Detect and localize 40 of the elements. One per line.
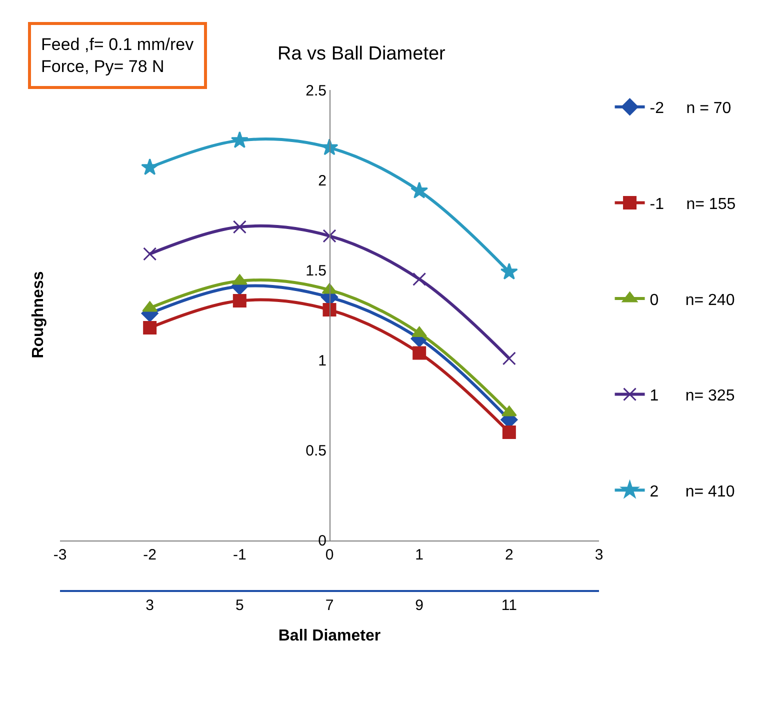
legend-label: 1 n= 325	[650, 388, 735, 405]
point	[412, 272, 426, 286]
point	[141, 158, 159, 176]
point	[232, 220, 246, 234]
x-tick-label: 2	[505, 546, 514, 564]
point	[502, 352, 516, 366]
y-axis-title: Roughness	[30, 271, 47, 358]
x-tick-label: 1	[415, 546, 424, 564]
text: Feed ,f= 0.1 mm/rev Force, Py= 78 N	[41, 35, 194, 76]
x-tick-label: 3	[594, 546, 604, 564]
x2-tick-label: 7	[325, 597, 334, 614]
point	[500, 262, 518, 280]
x-tick-label: -3	[53, 546, 67, 564]
x2-tick-label: 11	[501, 597, 517, 614]
point	[502, 426, 516, 440]
x2-tick-label: 3	[146, 597, 154, 614]
x-tick-label: -1	[233, 546, 246, 564]
legend-label: -2 n = 70	[650, 100, 732, 118]
y-tick-label: 0	[318, 532, 326, 550]
point	[410, 182, 428, 198]
y-tick-label: 2	[318, 172, 326, 190]
y-tick-label: 1	[318, 352, 326, 370]
x2-tick-label: 5	[236, 597, 244, 614]
point	[322, 229, 336, 243]
point	[322, 303, 336, 317]
point	[143, 247, 157, 261]
legend-label: -1 n= 155	[650, 196, 736, 213]
point	[143, 321, 157, 335]
point	[412, 346, 426, 360]
chart-title: Ra vs Ball Diameter	[277, 44, 446, 65]
legend-label: 0 n= 240	[650, 292, 735, 309]
y-tick-label: 1.5	[306, 262, 326, 280]
x-axis-title: Ball Diameter	[278, 627, 381, 644]
point	[232, 294, 246, 308]
point	[230, 131, 248, 148]
y-tick-label: 0.5	[306, 442, 326, 460]
x2-tick-label: 9	[415, 597, 424, 614]
legend-label: 2 n= 410	[650, 483, 735, 500]
y-tick-label: 2.5	[306, 82, 326, 100]
x-tick-label: -2	[143, 546, 156, 564]
